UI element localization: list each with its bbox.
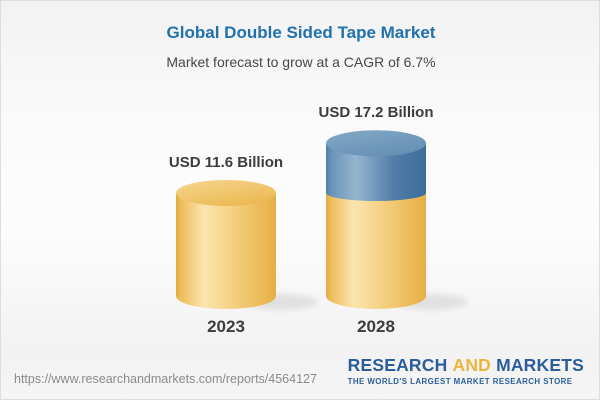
bar-value-label-2023: USD 11.6 Billion [168, 154, 284, 171]
axis-label-2023: 2023 [207, 317, 245, 336]
cylinder-2023-segment-gold [176, 192, 276, 309]
logo-tagline: THE WORLD'S LARGEST MARKET RESEARCH STOR… [347, 377, 573, 386]
research-and-markets-logo: RESEARCH AND MARKETS THE WORLD'S LARGEST… [347, 356, 584, 387]
logo-wordmark: RESEARCH AND MARKETS [348, 356, 584, 375]
report-url[interactable]: https://www.researchandmarkets.com/repor… [14, 372, 317, 386]
cylinder-2028-segment-blue [326, 143, 426, 201]
axis-label-2028: 2028 [357, 317, 395, 336]
logo-word-and: AND [452, 355, 491, 375]
logo-word-research: RESEARCH [347, 355, 448, 375]
cylinder-2028-top-cap [326, 130, 426, 157]
cylinder-bars-group [176, 130, 468, 310]
chart-header: Global Double Sided Tape Market Market f… [1, 21, 599, 72]
bar-value-label-2028: USD 17.2 Billion [318, 104, 434, 121]
chart-subtitle: Market forecast to grow at a CAGR of 6.7… [166, 54, 436, 70]
chart-title: Global Double Sided Tape Market [166, 23, 436, 42]
logo-word-markets: MARKETS [496, 355, 584, 375]
cylinder-2028-segment-gold [326, 192, 426, 309]
cylinder-2023-top-cap [176, 179, 276, 206]
